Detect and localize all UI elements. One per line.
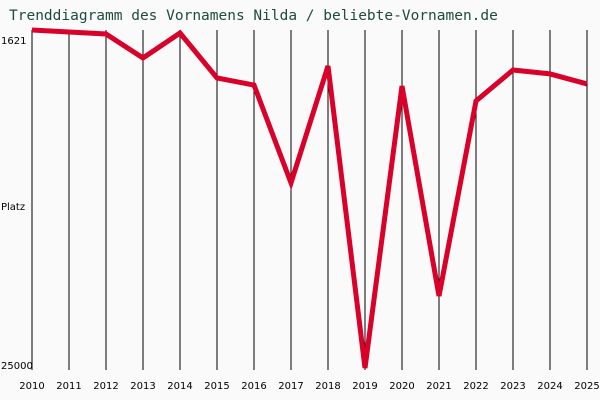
x-axis-label: 2020 [389,381,415,392]
x-axis-label: 2021 [426,381,452,392]
x-axis-label: 2014 [167,381,193,392]
x-axis-label: 2018 [315,381,341,392]
x-axis-label: 2010 [19,381,45,392]
x-axis-label: 2022 [463,381,489,392]
y-axis-title: Platz [1,202,26,213]
chart-title: Trenddiagramm des Vornamens Nilda / beli… [9,8,498,24]
x-axis-label: 2023 [500,381,526,392]
y-axis-bottom-label: 25000 [1,361,33,372]
x-axis-label: 2019 [352,381,378,392]
x-axis-label: 2025 [574,381,600,392]
x-axis-label: 2012 [93,381,119,392]
x-axis-label: 2011 [56,381,82,392]
trend-line [31,27,588,369]
y-axis-top-label: 1621 [1,36,27,47]
x-axis-label: 2017 [278,381,304,392]
x-axis-label: 2013 [130,381,156,392]
x-axis-label: 2016 [241,381,267,392]
x-axis-label: 2024 [537,381,563,392]
x-axis-label: 2015 [204,381,230,392]
